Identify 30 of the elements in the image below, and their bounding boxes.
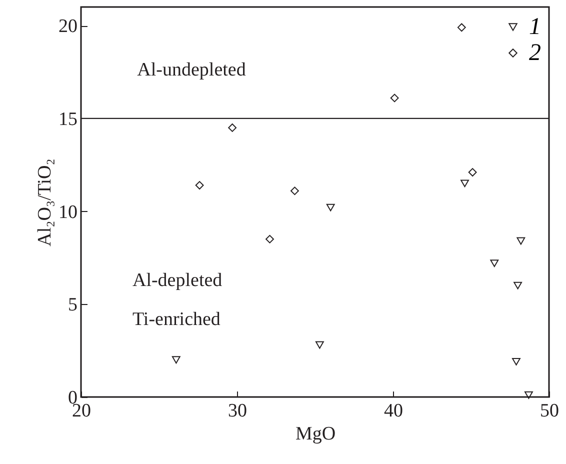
y-tick-label: 5 [68,294,78,316]
point [514,282,522,290]
x-tick-label: 40 [384,400,403,422]
y-tick-label: 10 [58,202,78,223]
x-tick-label: 30 [228,400,247,422]
y-tick-label: 20 [58,16,78,38]
point [228,124,237,132]
legend-label: 2 [529,40,541,66]
point [468,168,477,176]
annotation: Al-depleted [132,270,223,291]
point [195,181,204,190]
y-tick-label: 15 [58,108,78,130]
legend-label: 1 [529,14,541,40]
y-axis-title: Al₂O₃/TiO₂ [34,158,56,246]
point [490,260,499,267]
point [390,94,399,102]
annotation: Al-undepleted [137,59,246,80]
point [290,186,299,196]
point [516,237,526,245]
point [524,391,533,399]
x-axis-title: MgO [295,424,336,444]
point [172,356,180,364]
point [326,204,335,212]
point [266,234,274,244]
point [512,358,520,366]
point [315,341,324,349]
point [460,180,469,188]
annotation: Ti-enriched [132,309,221,330]
point [457,23,466,32]
x-tick-label: 50 [540,400,559,422]
